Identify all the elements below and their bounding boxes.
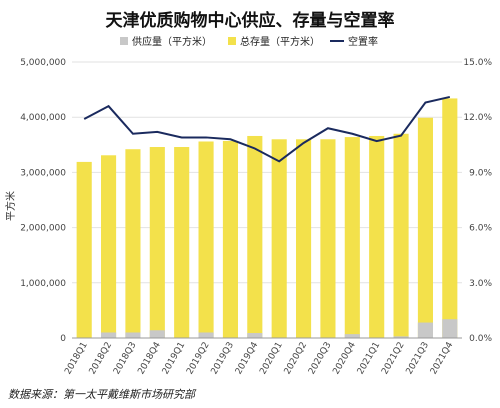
bar-total-stock [271, 139, 287, 338]
bar-total-stock [76, 161, 92, 338]
legend-label: 供应量（平方米） [132, 35, 212, 48]
chart-title: 天津优质购物中心供应、存量与空置率 [105, 11, 395, 31]
x-tick-label: 2019Q4 [234, 340, 261, 376]
y2-tick-label: 6.0% [469, 224, 492, 234]
bar-total-stock [149, 147, 165, 338]
bar-total-stock [296, 139, 312, 338]
vacancy-line-series [83, 95, 451, 163]
bar-supply [442, 319, 458, 338]
bar-total-stock [174, 147, 190, 338]
bar-supply [247, 333, 263, 338]
bar-total-stock [417, 117, 433, 338]
bar-total-stock [101, 155, 117, 338]
bar-supply [417, 322, 433, 338]
left-axis: 0 1,000,000 2,000,000 3,000,000 4,000,000 5,0… [20, 58, 66, 344]
y-tick-label: 1,000,000 [20, 279, 66, 289]
y-axis-label: 平方米 [4, 191, 17, 221]
legend-label: 空置率 [348, 35, 378, 48]
bar-supply [101, 332, 117, 338]
legend-label: 总存量（平方米） [240, 35, 320, 48]
x-tick-label: 2021Q1 [356, 341, 383, 377]
x-tick-label: 2020Q2 [283, 341, 310, 377]
x-tick-label: 2018Q3 [112, 341, 139, 377]
bar-total-stock [442, 98, 458, 338]
source-note: 数据来源：第一太平戴维斯市场研究部 [8, 388, 195, 401]
bar-supply [125, 332, 141, 338]
legend-swatch [228, 37, 236, 45]
y-tick-label: 5,000,000 [20, 58, 66, 68]
bar-supply [149, 330, 165, 338]
y-tick-label: 3,000,000 [20, 168, 66, 178]
y2-tick-label: 15.0% [463, 58, 492, 68]
y2-tick-label: 9.0% [469, 168, 492, 178]
y-tick-label: 4,000,000 [20, 113, 66, 123]
bar-series [76, 98, 458, 338]
x-tick-label: 2020Q1 [258, 341, 285, 377]
x-tick-label: 2021Q3 [405, 341, 432, 377]
x-tick-label: 2019Q2 [185, 341, 212, 377]
x-axis: 2018Q12018Q22018Q32018Q42019Q12019Q22019… [63, 337, 462, 377]
bar-supply [344, 334, 360, 338]
bar-total-stock [344, 137, 360, 338]
right-axis: 0.0% 3.0% 6.0% 9.0% 12.0% 15.0% [463, 58, 492, 344]
y-tick-label: 0 [60, 334, 66, 344]
x-tick-label: 2021Q4 [429, 340, 456, 376]
x-tick-label: 2020Q3 [307, 341, 334, 377]
y2-tick-label: 12.0% [463, 113, 492, 123]
bar-total-stock [369, 135, 385, 338]
x-tick-label: 2018Q1 [63, 341, 90, 377]
y2-tick-label: 0.0% [469, 334, 492, 344]
legend-swatch [120, 37, 128, 45]
x-tick-label: 2021Q2 [380, 341, 407, 377]
x-tick-label: 2019Q3 [210, 341, 237, 377]
bar-total-stock [320, 139, 336, 338]
bar-total-stock [198, 141, 214, 338]
x-tick-label: 2020Q4 [331, 340, 358, 376]
legend: 供应量（平方米） 总存量（平方米） 空置率 [120, 35, 378, 48]
x-tick-label: 2018Q4 [136, 340, 163, 376]
bar-total-stock [247, 135, 263, 338]
bar-total-stock [393, 133, 409, 338]
vacancy-line [83, 95, 451, 163]
bar-total-stock [125, 149, 141, 338]
x-tick-label: 2019Q1 [161, 341, 188, 377]
bar-supply [198, 332, 214, 338]
x-tick-label: 2018Q2 [88, 341, 115, 377]
y-tick-label: 2,000,000 [20, 224, 66, 234]
bar-supply [393, 336, 409, 338]
y2-tick-label: 3.0% [469, 279, 492, 289]
bar-total-stock [222, 140, 238, 338]
